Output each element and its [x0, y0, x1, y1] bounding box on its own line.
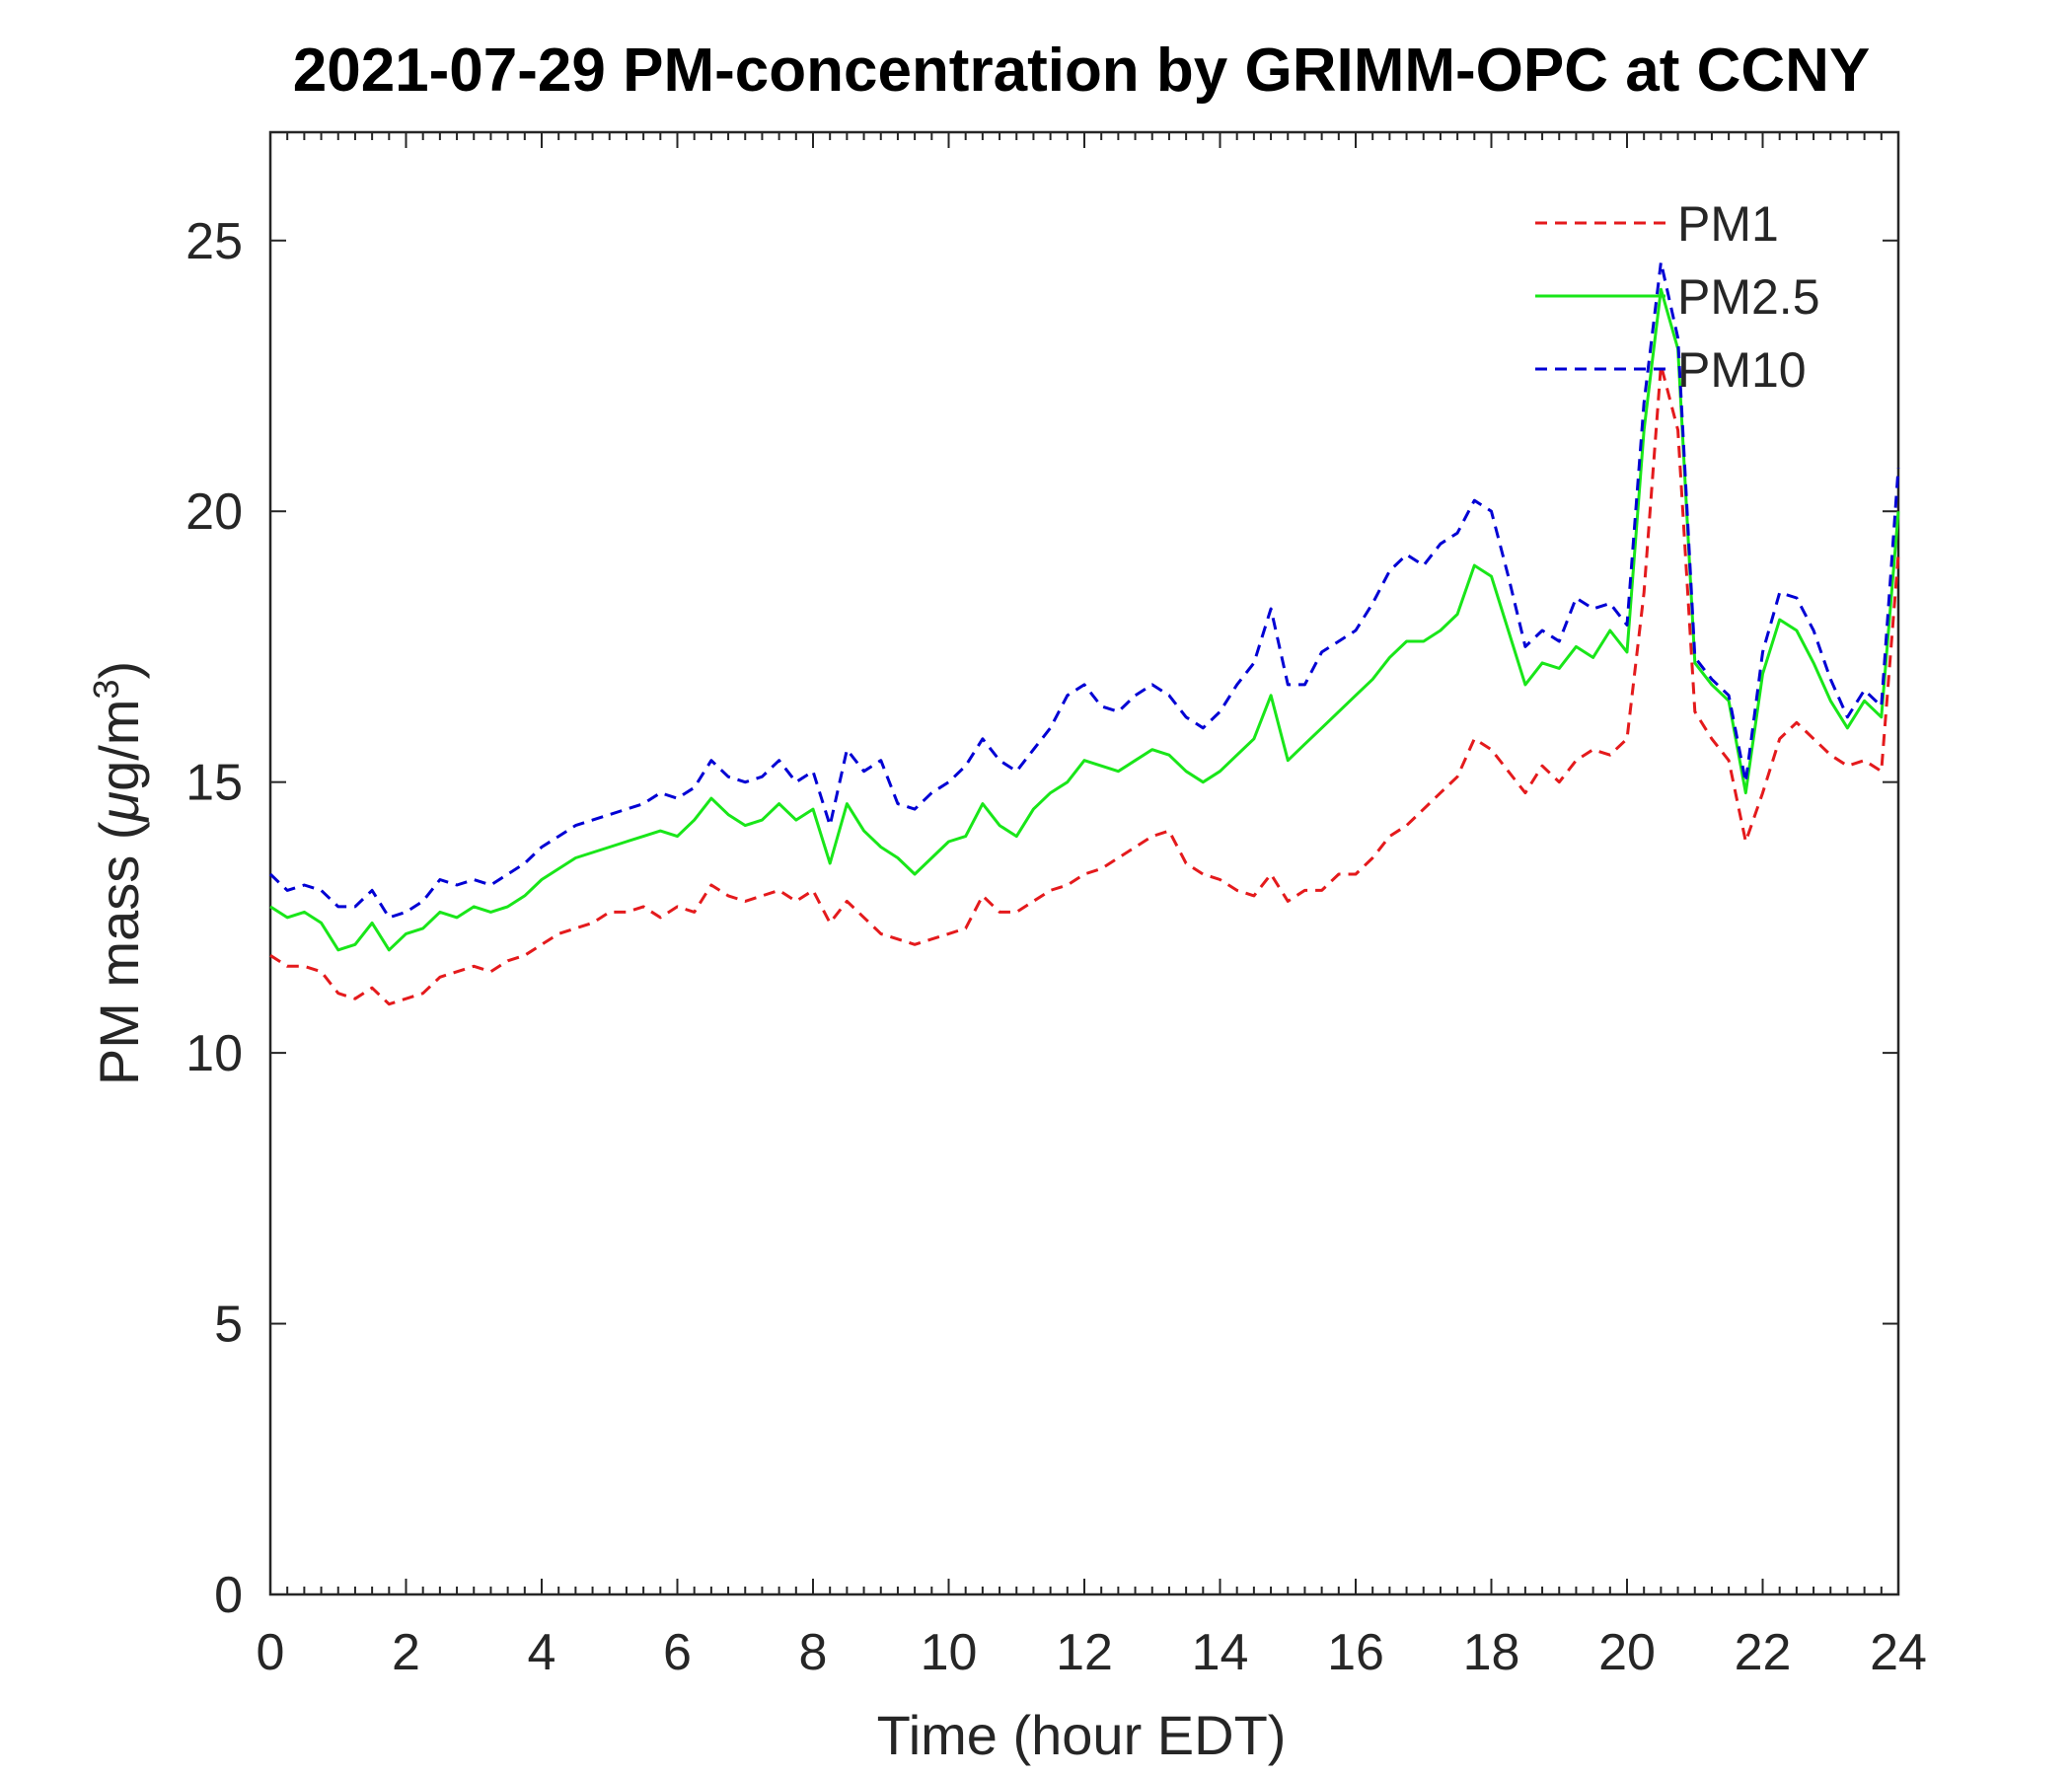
legend-label: PM2.5	[1677, 269, 1820, 325]
y-tick-label: 15	[185, 755, 243, 812]
y-axis-label: PM mass (μg/m3)	[86, 661, 151, 1085]
x-tick-label: 18	[1463, 1624, 1520, 1681]
legend-label: PM10	[1677, 342, 1807, 398]
y-tick-labels: 0 5 10 15 20 25	[185, 213, 243, 1624]
y-axis-label-unit: g/m	[88, 700, 150, 791]
y-tick-label: 20	[185, 483, 243, 541]
x-tick-label: 6	[663, 1624, 692, 1681]
y-tick-label: 25	[185, 213, 243, 270]
x-tick-label: 10	[921, 1624, 978, 1681]
y-axis-label-close: )	[88, 661, 150, 680]
x-axis-label: Time (hour EDT)	[877, 1704, 1287, 1766]
x-tick-label: 16	[1327, 1624, 1384, 1681]
x-tick-labels: 0 2 4 6 8 10 12 14 16 18 20 22 24	[257, 1624, 1927, 1681]
y-tick-label: 5	[214, 1296, 243, 1354]
x-tick-label: 20	[1598, 1624, 1656, 1681]
x-tick-label: 24	[1870, 1624, 1927, 1681]
y-axis-label-exponent: 3	[86, 680, 126, 700]
y-axis-label-mu: μ	[88, 791, 150, 824]
tick-marks	[269, 132, 1899, 1595]
series-line-pm10	[268, 260, 1900, 920]
chart-title: 2021-07-29 PM-concentration by GRIMM-OPC…	[293, 37, 1871, 105]
y-axis-label-main: PM mass (	[88, 821, 150, 1085]
y-tick-label: 10	[185, 1025, 243, 1082]
x-tick-label: 14	[1192, 1624, 1249, 1681]
legend: PM1 PM2.5 PM10	[1535, 196, 1820, 398]
x-tick-label: 8	[799, 1624, 828, 1681]
x-tick-label: 2	[392, 1624, 420, 1681]
series-layer	[268, 260, 1900, 1006]
x-tick-label: 22	[1735, 1624, 1792, 1681]
x-tick-label: 12	[1056, 1624, 1113, 1681]
legend-label: PM1	[1677, 196, 1779, 252]
y-tick-label: 0	[214, 1567, 243, 1624]
series-line-pm25	[269, 287, 1900, 952]
x-tick-label: 4	[528, 1624, 556, 1681]
x-tick-label: 0	[257, 1624, 285, 1681]
